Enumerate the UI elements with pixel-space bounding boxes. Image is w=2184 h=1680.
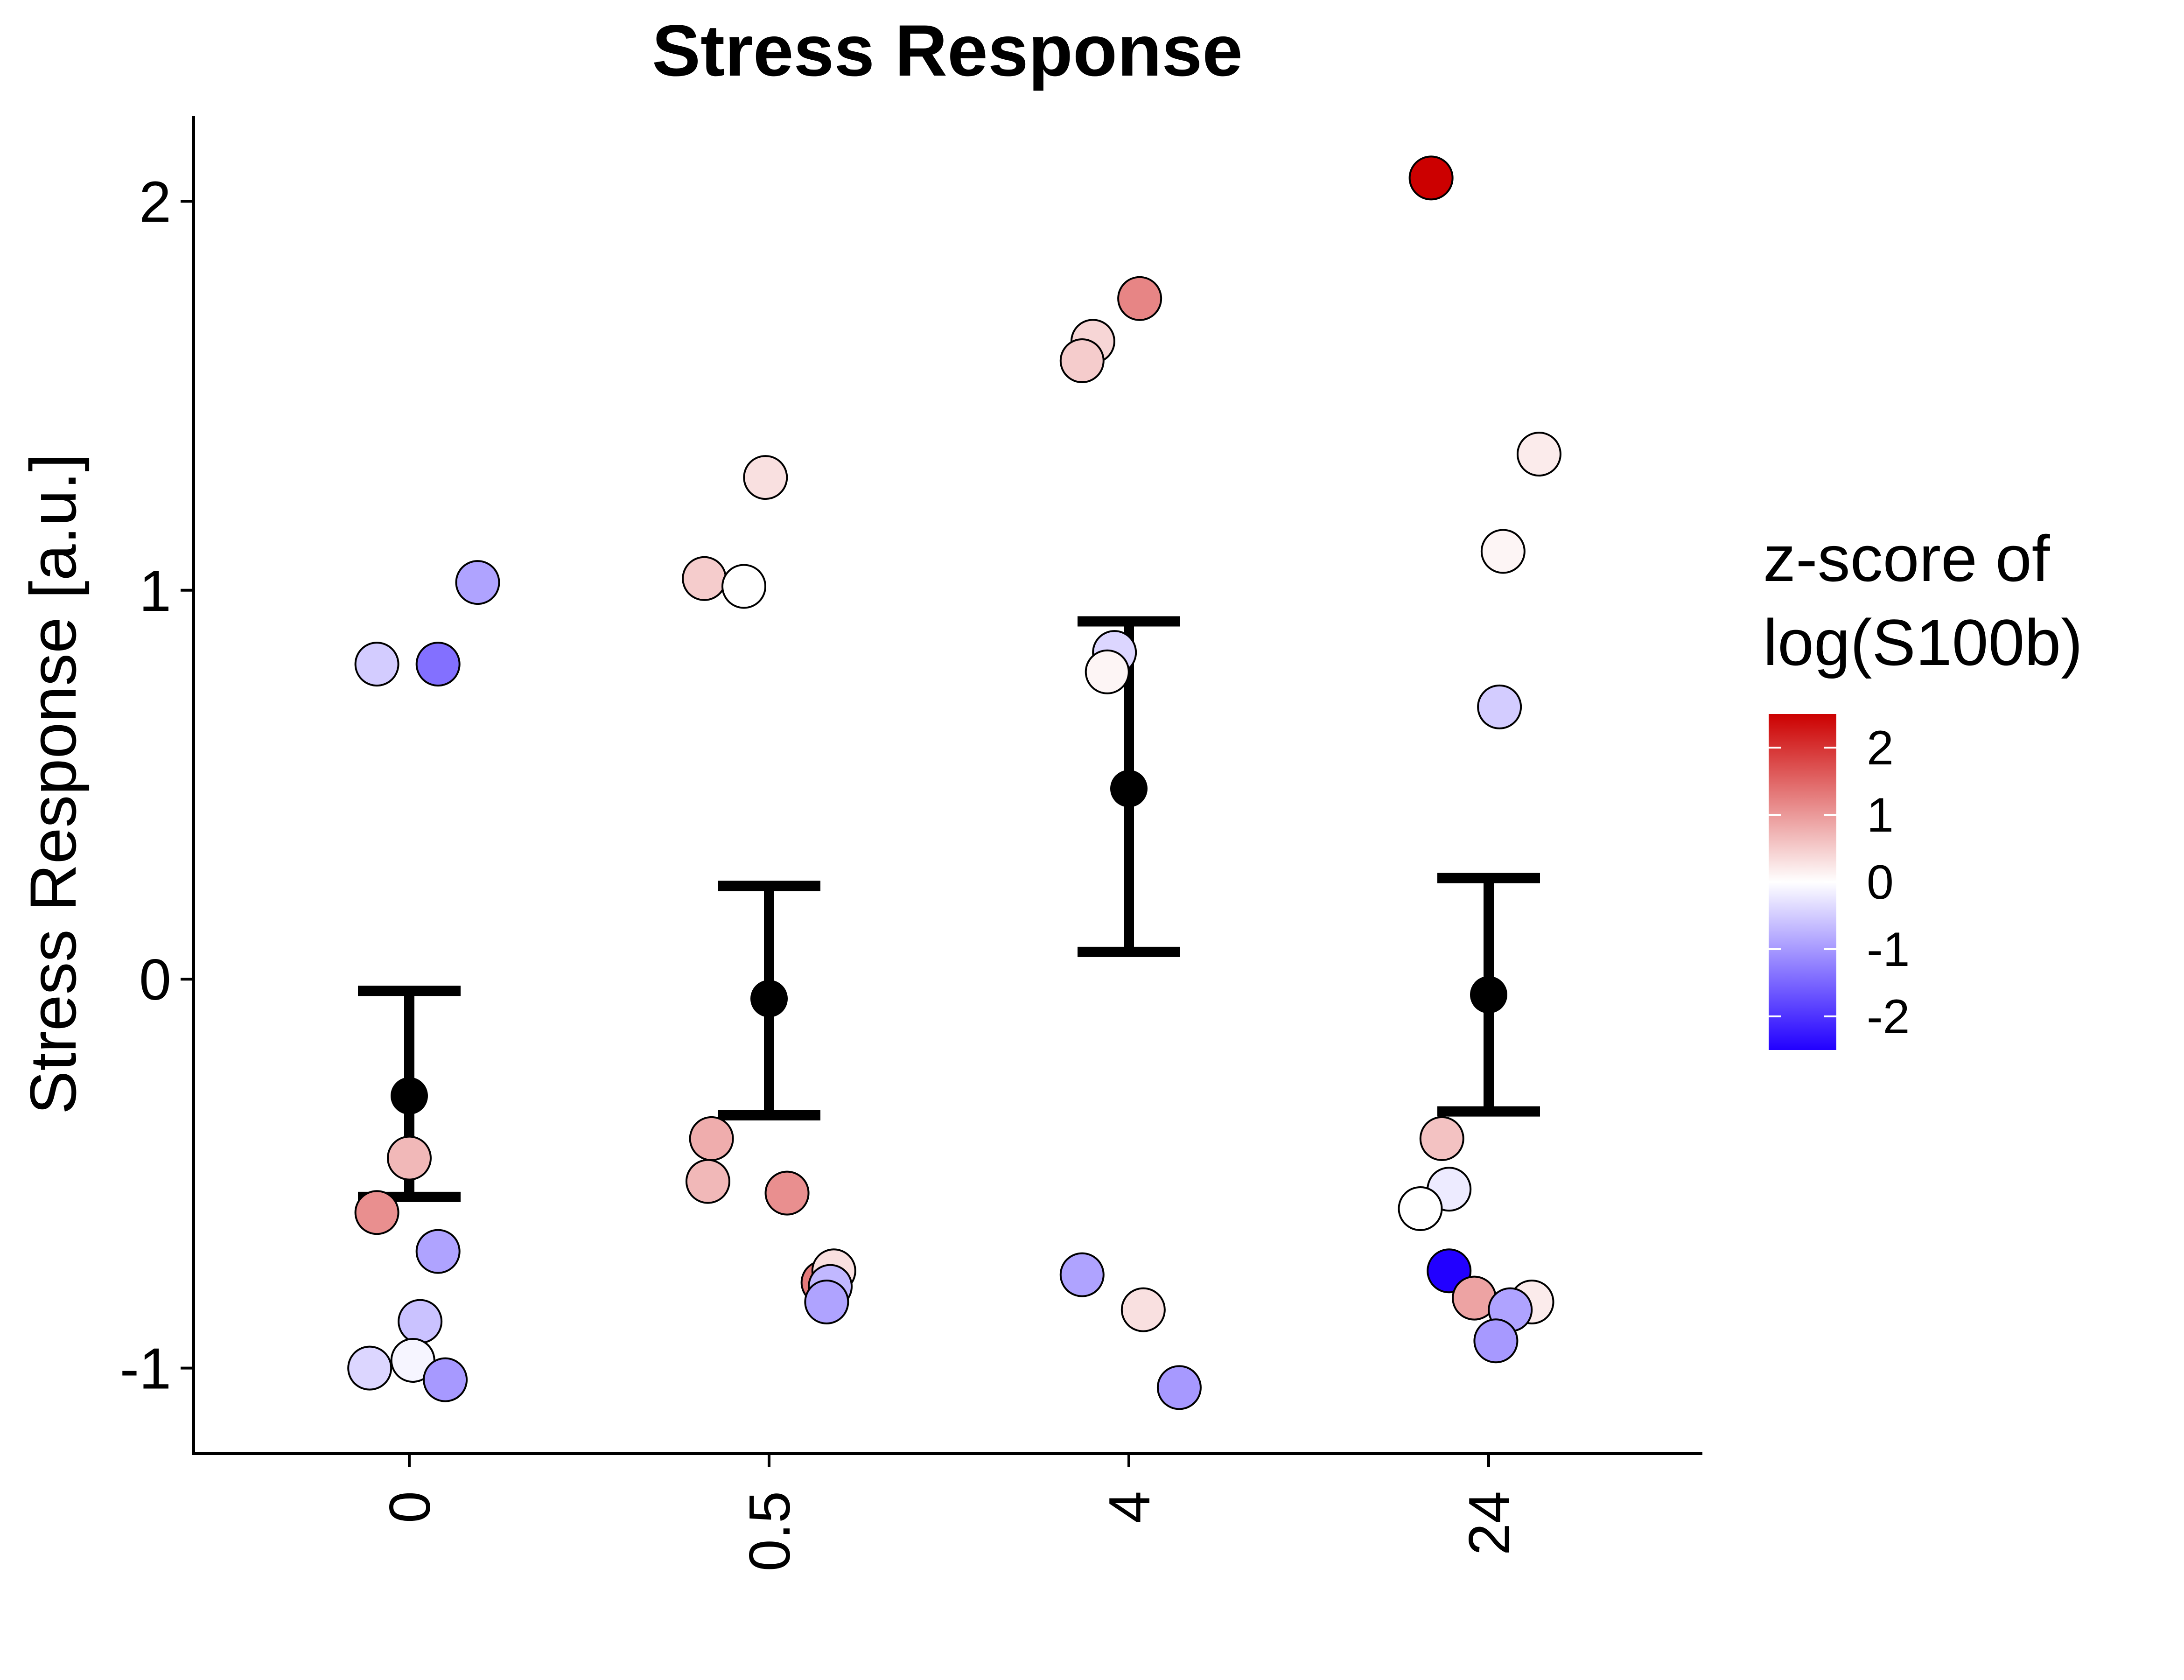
error-bars xyxy=(358,616,1540,1202)
mean-markers xyxy=(391,770,1507,1115)
x-tick-label: 0.5 xyxy=(738,1491,802,1571)
data-point xyxy=(1059,338,1105,384)
legend-tick-label: 1 xyxy=(1867,788,1894,842)
data-point xyxy=(354,1190,399,1235)
data-point xyxy=(423,1357,468,1402)
legend-title-line-1: z-score of xyxy=(1763,522,2051,595)
y-tick-label: 2 xyxy=(139,170,171,234)
legend-tick-label: 0 xyxy=(1867,855,1894,910)
y-axis-title: Stress Response [a.u.] xyxy=(16,454,90,1114)
legend-tick-label: -2 xyxy=(1867,990,1910,1044)
mean-point xyxy=(391,1077,428,1115)
data-point xyxy=(1419,1116,1464,1161)
legend-tick-label: 2 xyxy=(1867,721,1894,775)
data-point xyxy=(1516,432,1561,477)
data-point xyxy=(721,564,767,609)
x-tick-label: 4 xyxy=(1098,1491,1162,1523)
legend-ticks: 2 1 0 -1 -2 xyxy=(1769,721,1910,1044)
data-point xyxy=(354,642,399,687)
data-point xyxy=(1473,1318,1519,1364)
data-point xyxy=(804,1279,849,1324)
x-ticks: 0 0.5 4 24 xyxy=(378,1454,1522,1571)
data-points xyxy=(347,155,1561,1410)
data-point xyxy=(1059,1252,1105,1297)
data-point xyxy=(1408,155,1454,201)
plot-area xyxy=(347,155,1561,1410)
x-tick-label: 0 xyxy=(378,1491,442,1523)
legend-title-line-2: log(S100b) xyxy=(1763,606,2083,679)
data-point xyxy=(689,1116,734,1161)
data-point xyxy=(682,556,727,601)
data-point xyxy=(743,455,788,500)
data-point xyxy=(1085,649,1130,694)
data-point xyxy=(764,1170,810,1216)
y-tick-label: 1 xyxy=(139,559,171,623)
data-point xyxy=(1117,276,1162,321)
y-tick-label: -1 xyxy=(120,1337,171,1401)
legend-tick-label: -1 xyxy=(1867,923,1910,977)
mean-point xyxy=(750,980,788,1017)
data-point xyxy=(398,1299,443,1344)
data-point xyxy=(1156,1365,1202,1410)
data-point xyxy=(1477,684,1522,729)
chart-title: Stress Response xyxy=(652,10,1243,91)
y-tick-label: 0 xyxy=(139,948,171,1012)
axes xyxy=(192,116,1702,1455)
data-point xyxy=(685,1159,730,1204)
data-point xyxy=(1480,529,1526,574)
data-point xyxy=(1120,1287,1166,1332)
x-tick-label: 24 xyxy=(1457,1491,1522,1555)
data-point xyxy=(415,1229,461,1274)
color-legend: z-score of log(S100b) 2 1 0 -1 -2 xyxy=(1763,522,2083,1050)
data-point xyxy=(347,1345,392,1391)
data-point xyxy=(1398,1186,1443,1231)
y-ticks: -1 0 1 2 xyxy=(120,170,194,1401)
mean-point xyxy=(1110,770,1148,807)
mean-point xyxy=(1470,976,1507,1014)
data-point xyxy=(387,1135,432,1181)
data-point xyxy=(415,642,461,687)
data-point xyxy=(455,560,500,605)
